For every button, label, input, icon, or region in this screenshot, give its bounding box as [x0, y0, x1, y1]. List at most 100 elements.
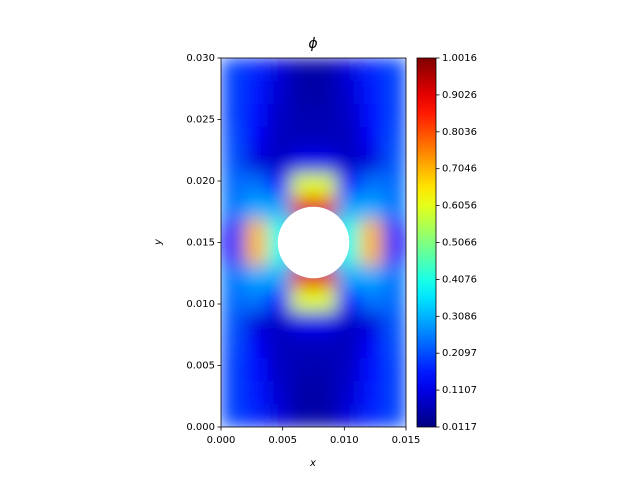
cell [290, 403, 314, 427]
cell [290, 81, 314, 105]
cell [336, 311, 361, 336]
cell [267, 104, 291, 128]
x-tick-label: 0.000 [207, 435, 236, 446]
cell [336, 403, 361, 427]
cell [336, 58, 361, 82]
cell [313, 173, 338, 197]
cell [221, 380, 245, 405]
colorbar-tick-label: 1.0016 [442, 53, 477, 64]
cell [359, 380, 384, 405]
cell [244, 334, 268, 359]
y-tick-label: 0.010 [186, 299, 215, 310]
cell [267, 334, 291, 359]
cell [336, 196, 361, 220]
cell [244, 380, 268, 405]
cell [267, 196, 291, 220]
cell [290, 173, 314, 197]
cell [313, 81, 338, 105]
cell [336, 81, 361, 105]
cell [244, 311, 268, 336]
cell [267, 288, 291, 313]
y-axis-label: y [153, 238, 164, 246]
cell [359, 196, 384, 220]
cell [313, 311, 338, 336]
cell [359, 104, 384, 128]
cell [359, 127, 384, 151]
colorbar-tick-label: 0.8036 [442, 127, 477, 138]
cell [382, 173, 406, 197]
cell [221, 104, 245, 128]
cell [244, 288, 268, 313]
cell [313, 58, 338, 82]
cell [244, 357, 268, 382]
cell [267, 173, 291, 197]
cell [267, 127, 291, 151]
cell [221, 242, 245, 267]
cell [382, 219, 406, 243]
cell [244, 219, 268, 243]
cell [359, 58, 384, 82]
cell [244, 58, 268, 82]
cell [336, 265, 361, 290]
cell [244, 196, 268, 220]
cell [221, 265, 245, 290]
y-tick-label: 0.020 [186, 176, 215, 187]
cell [382, 242, 406, 267]
chart-title: ϕ [308, 36, 317, 52]
cell [267, 357, 291, 382]
cell [313, 380, 338, 405]
cell [336, 104, 361, 128]
cell [244, 81, 268, 105]
cell [382, 265, 406, 290]
colorbar-tick-label: 0.5066 [442, 238, 477, 249]
cell [244, 265, 268, 290]
cell [290, 334, 314, 359]
cell [359, 265, 384, 290]
colorbar-tick-label: 0.3086 [442, 311, 477, 322]
field [221, 58, 406, 427]
cell [336, 173, 361, 197]
cell [336, 127, 361, 151]
cell [382, 288, 406, 313]
cell [221, 127, 245, 151]
cell [359, 357, 384, 382]
y-tick-label: 0.015 [186, 238, 215, 249]
x-tick-label: 0.005 [268, 435, 297, 446]
cell [267, 265, 291, 290]
cell [313, 334, 338, 359]
cell [382, 127, 406, 151]
cell [290, 288, 314, 313]
cell [382, 380, 406, 405]
cell [359, 288, 384, 313]
cell [244, 403, 268, 427]
cell [221, 173, 245, 197]
cell [382, 357, 406, 382]
colorbar-tick-label: 0.6056 [442, 201, 477, 212]
cell [313, 403, 338, 427]
colorbar [416, 57, 437, 428]
cell [382, 403, 406, 427]
cell [221, 219, 245, 243]
y-tick-label: 0.000 [186, 422, 215, 433]
cell [313, 288, 338, 313]
cell [290, 150, 314, 174]
cell [359, 173, 384, 197]
cell [359, 334, 384, 359]
cell [267, 380, 291, 405]
cell [221, 81, 245, 105]
cell [313, 127, 338, 151]
cell [244, 127, 268, 151]
colorbar-tick-label: 0.2097 [442, 348, 477, 359]
hole [277, 206, 350, 279]
colorbar-tick-label: 0.9026 [442, 90, 477, 101]
cell [290, 380, 314, 405]
cell [382, 104, 406, 128]
cell [359, 311, 384, 336]
cell [336, 357, 361, 382]
cell [313, 150, 338, 174]
cell [244, 104, 268, 128]
cell [382, 81, 406, 105]
y-tick-label: 0.030 [186, 53, 215, 64]
cell [267, 150, 291, 174]
